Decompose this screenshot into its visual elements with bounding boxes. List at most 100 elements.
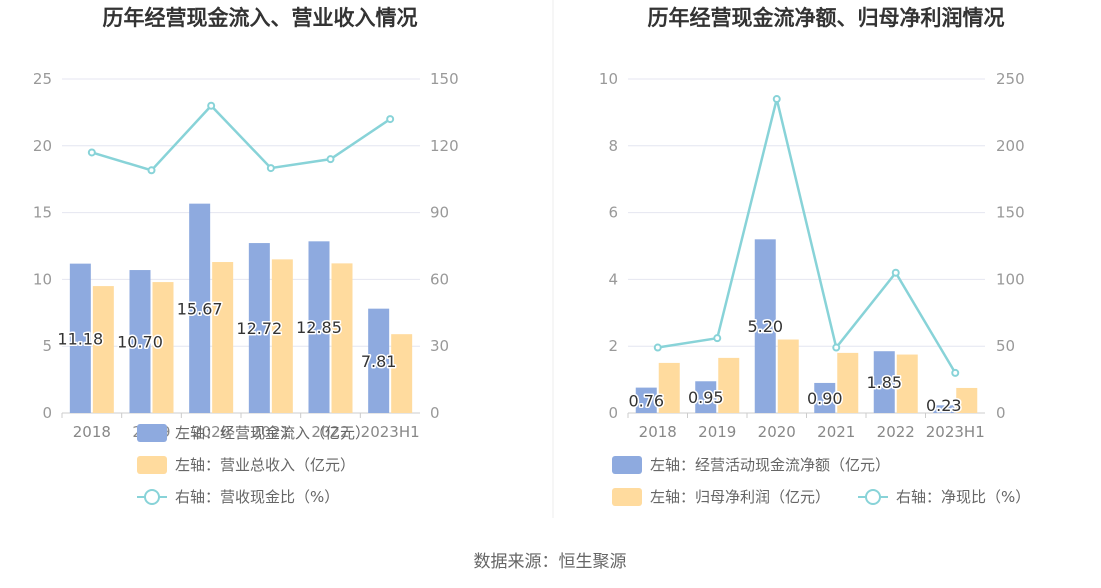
- y-left-tick: 25: [33, 70, 52, 88]
- y-right-tick: 120: [430, 137, 459, 155]
- data-label: 12.85: [296, 318, 342, 337]
- data-label: 10.70: [117, 333, 163, 352]
- legend-swatch: [612, 488, 642, 506]
- line-point: [326, 155, 335, 164]
- bar: [92, 286, 114, 413]
- legend-swatch: [137, 424, 167, 442]
- y-left-tick: 4: [608, 270, 618, 288]
- line-point: [891, 268, 900, 277]
- y-right-tick: 150: [996, 204, 1025, 222]
- data-label: 11.18: [57, 329, 103, 348]
- series-line: [91, 103, 391, 172]
- y-left-tick: 15: [33, 204, 52, 222]
- chart-right: 历年经营现金流净额、归母净利润情况02468100501001502002502…: [599, 6, 1030, 506]
- data-label: 5.20: [747, 317, 783, 336]
- y-right-tick: 90: [430, 204, 449, 222]
- y-right-tick: 200: [996, 137, 1025, 155]
- x-tick-label: 2020: [192, 423, 230, 441]
- data-label: 0.95: [688, 388, 724, 407]
- bar: [956, 387, 978, 413]
- bar: [814, 382, 836, 413]
- x-tick-label: 2021: [252, 423, 290, 441]
- x-tick-label: 2022: [877, 423, 915, 441]
- line-point: [832, 343, 841, 352]
- series-line: [657, 98, 957, 374]
- y-right-tick: 150: [430, 70, 459, 88]
- y-right-tick: 60: [430, 270, 449, 288]
- data-label: 0.23: [926, 396, 962, 415]
- line-point: [87, 148, 96, 157]
- x-tick-label: 2020: [758, 423, 796, 441]
- line-point: [147, 166, 156, 175]
- y-left-tick: 2: [608, 337, 618, 355]
- bar: [189, 203, 211, 413]
- x-tick-label: 2023H1: [926, 423, 985, 441]
- legend-swatch: [612, 456, 642, 474]
- bar: [368, 308, 390, 413]
- y-left-tick: 10: [33, 270, 52, 288]
- y-left-tick: 10: [599, 70, 618, 88]
- bar: [873, 351, 895, 413]
- legend-label: 左轴：经营现金流入（亿元）: [175, 424, 370, 442]
- data-label: 15.67: [177, 299, 223, 318]
- legend-label: 左轴：经营活动现金流净额（亿元）: [650, 456, 890, 474]
- bar: [777, 339, 799, 413]
- bar: [837, 352, 859, 413]
- chart-title: 历年经营现金流入、营业收入情况: [103, 6, 418, 30]
- bar: [69, 263, 91, 413]
- bar: [933, 405, 955, 413]
- bar: [152, 282, 174, 413]
- line-point: [772, 95, 781, 104]
- line-point: [207, 101, 216, 110]
- bar: [635, 387, 657, 413]
- line-point: [653, 343, 662, 352]
- legend-marker: [144, 489, 160, 505]
- bar: [718, 357, 740, 413]
- line-point: [951, 368, 960, 377]
- data-label: 0.90: [807, 389, 843, 408]
- y-right-tick: 50: [996, 337, 1015, 355]
- x-tick-label: 2018: [639, 423, 677, 441]
- bar: [331, 263, 353, 413]
- y-left-tick: 0: [608, 404, 618, 422]
- bar: [212, 262, 234, 413]
- y-left-tick: 0: [42, 404, 52, 422]
- line-point: [713, 334, 722, 343]
- legend-label: 右轴：营收现金比（%）: [175, 488, 339, 506]
- bar: [658, 362, 680, 413]
- y-right-tick: 30: [430, 337, 449, 355]
- line-point: [266, 164, 275, 173]
- data-label: 12.72: [236, 319, 282, 338]
- y-left-tick: 8: [608, 137, 618, 155]
- x-tick-label: 2021: [817, 423, 855, 441]
- y-right-tick: 100: [996, 270, 1025, 288]
- legend-label: 左轴：归母净利润（亿元）: [650, 488, 830, 506]
- source-label: 数据来源：恒生聚源: [474, 552, 627, 572]
- bar: [754, 239, 776, 413]
- y-left-tick: 5: [42, 337, 52, 355]
- data-label: 7.81: [361, 352, 397, 371]
- y-right-tick: 250: [996, 70, 1025, 88]
- x-tick-label: 2023H1: [361, 423, 420, 441]
- bar: [129, 270, 151, 413]
- y-left-tick: 6: [608, 204, 618, 222]
- bar: [248, 243, 270, 413]
- x-tick-label: 2022: [311, 423, 349, 441]
- data-label: 1.85: [866, 373, 902, 392]
- legend-label: 右轴：净现比（%）: [896, 488, 1030, 506]
- bar: [695, 381, 717, 413]
- chart-left: 历年经营现金流入、营业收入情况 0 5 10 15 20 25 0 30 60 90 120 150 20…: [33, 6, 459, 506]
- bar: [271, 259, 293, 413]
- x-tick-label: 2019: [698, 423, 736, 441]
- chart-title: 历年经营现金流净额、归母净利润情况: [648, 6, 1005, 30]
- bar: [308, 241, 330, 413]
- legend-label: 左轴：营业总收入（亿元）: [175, 456, 355, 474]
- bar: [896, 354, 918, 413]
- legend-marker: [865, 489, 881, 505]
- y-left-tick: 20: [33, 137, 52, 155]
- legend-swatch: [137, 456, 167, 474]
- data-label: 0.76: [628, 391, 664, 410]
- y-right-tick: 0: [996, 404, 1006, 422]
- bar: [391, 334, 413, 413]
